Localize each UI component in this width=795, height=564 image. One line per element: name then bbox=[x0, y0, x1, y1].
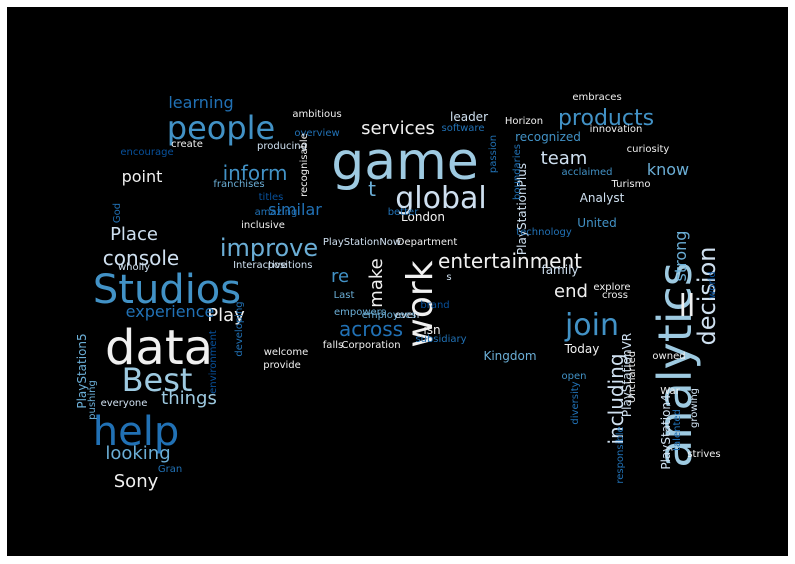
word-kingdom: Kingdom bbox=[483, 349, 537, 363]
word-strives: strives bbox=[687, 449, 721, 460]
word-united: United bbox=[577, 216, 617, 230]
word-pushing: pushing bbox=[87, 380, 98, 420]
word-god: God bbox=[112, 202, 123, 224]
word-across: across bbox=[338, 317, 404, 341]
word-cross: cross bbox=[602, 290, 628, 301]
word-things: things bbox=[161, 388, 217, 409]
word-department: Department bbox=[396, 237, 458, 248]
word-even: even bbox=[394, 310, 420, 321]
word-responsible: responsible bbox=[615, 426, 626, 484]
word-cloud: game data analytics Studios help work people Be… bbox=[7, 7, 788, 556]
word-products: products bbox=[557, 106, 655, 131]
word-console: console bbox=[102, 246, 180, 270]
word-services: services bbox=[361, 118, 435, 139]
word-acclaimed: acclaimed bbox=[561, 167, 613, 178]
word-today: Today bbox=[564, 342, 600, 356]
word-talented: talented bbox=[672, 409, 683, 451]
word-know: know bbox=[646, 160, 690, 179]
word-join: join bbox=[564, 308, 620, 343]
word-gran: Gran bbox=[157, 464, 183, 475]
word-play: Play bbox=[207, 305, 245, 326]
word-game: game bbox=[331, 132, 479, 192]
word-london: London bbox=[401, 210, 445, 224]
word-place: Place bbox=[110, 224, 158, 245]
word-improve: improve bbox=[219, 234, 319, 262]
word-last: Last bbox=[333, 290, 355, 301]
word-wholly: wholly bbox=[117, 262, 151, 273]
word-leader: leader bbox=[449, 110, 489, 124]
word-growing: growing bbox=[689, 388, 700, 428]
word-provide: provide bbox=[263, 360, 301, 371]
word-uncharted: Uncharted bbox=[627, 350, 638, 404]
word-horizon: Horizon bbox=[504, 116, 544, 127]
word-family: family bbox=[541, 263, 579, 277]
word-owned: owned bbox=[652, 351, 686, 362]
word-passion: passion bbox=[488, 134, 499, 174]
word-technology: technology bbox=[516, 227, 572, 238]
word-innovation: innovation bbox=[589, 124, 643, 135]
word-amazing: amazing bbox=[254, 207, 298, 218]
word-studios: Studios bbox=[92, 267, 242, 313]
word-encourage: encourage bbox=[120, 147, 174, 158]
word-employees: employees bbox=[361, 310, 417, 321]
word-recognisable: recognisable bbox=[299, 133, 310, 197]
word-s: s bbox=[446, 272, 452, 283]
word-welcome: welcome bbox=[263, 347, 309, 358]
word-open: open bbox=[561, 371, 587, 382]
word-environment: environment bbox=[208, 330, 219, 394]
word-empowers: empowers bbox=[333, 307, 387, 318]
word-titles: titles bbox=[258, 192, 284, 203]
word-world: world bbox=[707, 271, 718, 299]
word-analyst: Analyst bbox=[579, 191, 625, 205]
word-ambitious: ambitious bbox=[292, 109, 342, 120]
word-corporation: Corporation bbox=[341, 340, 401, 351]
word-looking: looking bbox=[105, 443, 171, 464]
word-better: better bbox=[387, 207, 419, 218]
word-entertainment: entertainment bbox=[438, 249, 582, 273]
word-best: Best bbox=[121, 361, 193, 399]
word-inform: inform bbox=[222, 161, 288, 185]
word-help: help bbox=[92, 409, 180, 455]
word-ll: ll bbox=[678, 289, 696, 324]
word-global: global bbox=[395, 181, 487, 216]
word-point: point bbox=[121, 167, 163, 186]
word-positions: positions bbox=[267, 260, 313, 271]
word-people: people bbox=[166, 109, 276, 147]
word-strong: strong bbox=[671, 230, 690, 282]
word-sony: Sony bbox=[113, 471, 159, 492]
word-inclusive: inclusive bbox=[241, 220, 285, 231]
word-everyone: everyone bbox=[100, 398, 148, 409]
word-war: War bbox=[660, 386, 680, 397]
word-turismo: Turismo bbox=[611, 179, 651, 190]
word-make: make bbox=[366, 258, 387, 308]
word-boundaries: boundaries bbox=[512, 144, 523, 200]
word-learning: learning bbox=[168, 93, 234, 112]
word-playstation4: PlayStation4 bbox=[659, 394, 673, 470]
word-producing: producing bbox=[256, 141, 308, 152]
word-embraces: embraces bbox=[572, 92, 622, 103]
word-playstationnow: PlayStationNow bbox=[322, 237, 402, 248]
word-developing: developing bbox=[234, 301, 245, 357]
word-re: re bbox=[330, 266, 350, 287]
word-diversity: diversity bbox=[570, 381, 581, 425]
word-curiosity: curiosity bbox=[626, 144, 670, 155]
word-overview: overview bbox=[294, 128, 340, 139]
word-recognized: recognized bbox=[515, 130, 581, 144]
word-data: data bbox=[104, 320, 214, 376]
word-explore: explore bbox=[593, 282, 631, 293]
word-experience: experience bbox=[125, 302, 215, 321]
word-franchises: franchises bbox=[213, 179, 265, 190]
word-falls: falls bbox=[322, 340, 344, 351]
word-similar: similar bbox=[268, 200, 322, 219]
word-team: team bbox=[540, 148, 588, 169]
word-t: t bbox=[368, 177, 376, 201]
word-software: software bbox=[441, 123, 485, 134]
word-subsidiary: subsidiary bbox=[415, 334, 467, 345]
word-isn: isn bbox=[423, 323, 441, 337]
word-create: create bbox=[171, 139, 203, 150]
word-brand: brand bbox=[420, 300, 450, 311]
word-interactive: Interactive bbox=[233, 260, 287, 271]
word-end: end bbox=[554, 281, 588, 302]
